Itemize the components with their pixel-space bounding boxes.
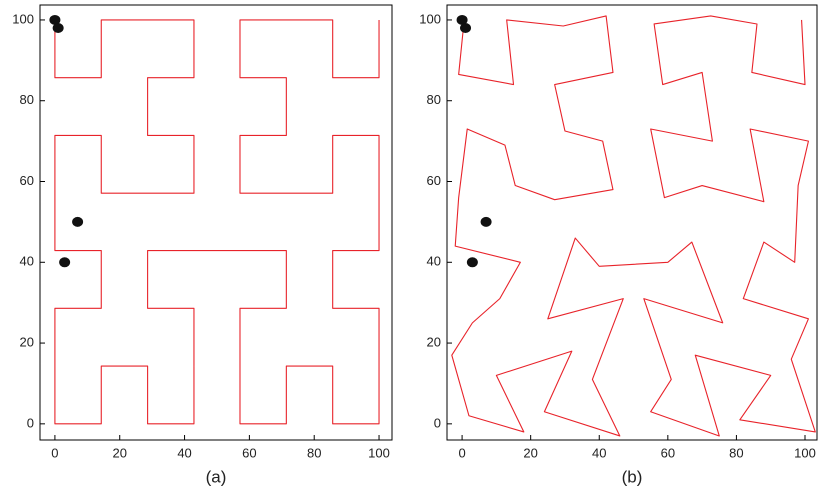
marker-dot (480, 216, 492, 227)
marker-dot (466, 257, 478, 268)
marker-dot (460, 23, 472, 34)
y-tick-label: 100 (419, 11, 441, 26)
x-tick-label: 40 (177, 445, 191, 460)
marker-dot (52, 23, 64, 34)
x-tick-label: 80 (307, 445, 321, 460)
curve (451, 15, 816, 437)
plot-frame (446, 4, 818, 441)
x-tick-label: 100 (368, 445, 390, 460)
marker-dot (49, 14, 61, 25)
x-tick-label: 80 (729, 445, 743, 460)
marker-dot (59, 257, 71, 268)
y-tick-label: 60 (427, 173, 441, 188)
x-tick-label: 40 (592, 445, 606, 460)
y-tick-label: 60 (20, 173, 34, 188)
y-tick-label: 20 (427, 335, 441, 350)
x-tick-label: 0 (458, 445, 465, 460)
plot-frame (39, 4, 393, 441)
panel-label: (a) (206, 467, 227, 486)
y-tick-label: 20 (20, 335, 34, 350)
curve (54, 19, 380, 425)
y-tick-label: 80 (427, 92, 441, 107)
y-tick-label: 40 (427, 254, 441, 269)
marker-dot (72, 216, 84, 227)
x-tick-label: 0 (51, 445, 58, 460)
x-tick-label: 100 (794, 445, 816, 460)
x-tick-label: 20 (523, 445, 537, 460)
y-tick-label: 80 (20, 92, 34, 107)
marker-dot (456, 14, 468, 25)
x-tick-label: 60 (242, 445, 256, 460)
x-tick-label: 60 (661, 445, 675, 460)
x-tick-label: 20 (113, 445, 127, 460)
y-tick-label: 0 (27, 415, 34, 430)
y-tick-label: 0 (434, 415, 441, 430)
y-tick-label: 100 (12, 11, 34, 26)
panel-label: (b) (622, 467, 643, 486)
y-tick-label: 40 (20, 254, 34, 269)
